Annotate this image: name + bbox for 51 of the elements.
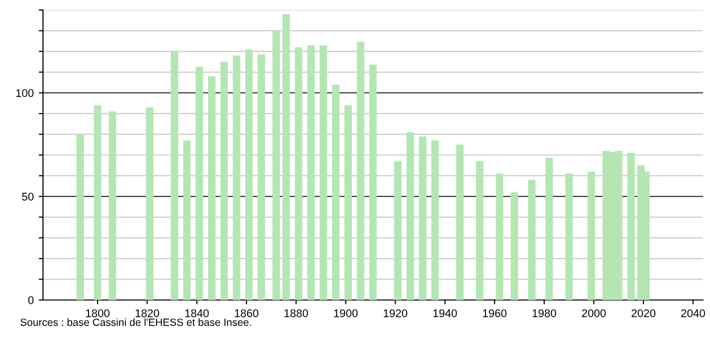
bar	[456, 144, 464, 300]
bar	[196, 66, 204, 300]
x-tick-label: 1860	[234, 309, 258, 318]
y-tick-label: 50	[22, 192, 34, 201]
x-tick-label: 2020	[632, 309, 656, 318]
x-tick-label: 1840	[185, 309, 209, 318]
bar	[418, 136, 426, 300]
x-tick-label: 2040	[681, 309, 705, 318]
x-tick-label: 1960	[483, 309, 507, 318]
bar	[545, 158, 553, 300]
y-tick-label: 0	[28, 296, 34, 304]
x-tick-label: 1800	[86, 309, 110, 318]
x-tick-label: 1880	[284, 309, 308, 318]
y-tick-label: 100	[16, 89, 34, 97]
bar	[627, 152, 635, 300]
bar	[369, 64, 377, 300]
bar	[76, 134, 84, 300]
bar	[431, 140, 439, 300]
source-note: Sources : base Cassini de l'EHESS et base Insee.	[20, 318, 251, 326]
x-tick-label: 1820	[136, 309, 160, 318]
bar	[282, 14, 290, 300]
bar	[272, 30, 280, 300]
bar	[294, 47, 302, 300]
bar	[588, 172, 596, 300]
bar	[476, 161, 484, 300]
x-tick-label: 1980	[532, 309, 556, 318]
bar	[406, 132, 414, 300]
bar	[108, 112, 116, 300]
bar	[565, 174, 573, 300]
bar	[496, 174, 504, 300]
x-tick-label: 2000	[582, 309, 606, 318]
bar	[94, 105, 102, 300]
bar	[356, 42, 364, 300]
bar	[208, 76, 216, 300]
bar	[344, 105, 352, 300]
x-tick-label: 1940	[433, 309, 457, 318]
bar	[245, 49, 253, 300]
bar	[146, 107, 154, 300]
bar	[528, 180, 536, 300]
bar	[394, 161, 402, 300]
bar	[332, 84, 340, 300]
bar	[510, 192, 518, 300]
x-tick-label: 1900	[334, 309, 358, 318]
x-tick-label: 1920	[384, 309, 408, 318]
bar	[220, 62, 228, 300]
bar	[307, 45, 315, 300]
bar	[258, 54, 266, 300]
bar	[183, 140, 191, 300]
bar	[170, 51, 178, 300]
bar	[320, 45, 328, 300]
bar	[232, 56, 240, 300]
